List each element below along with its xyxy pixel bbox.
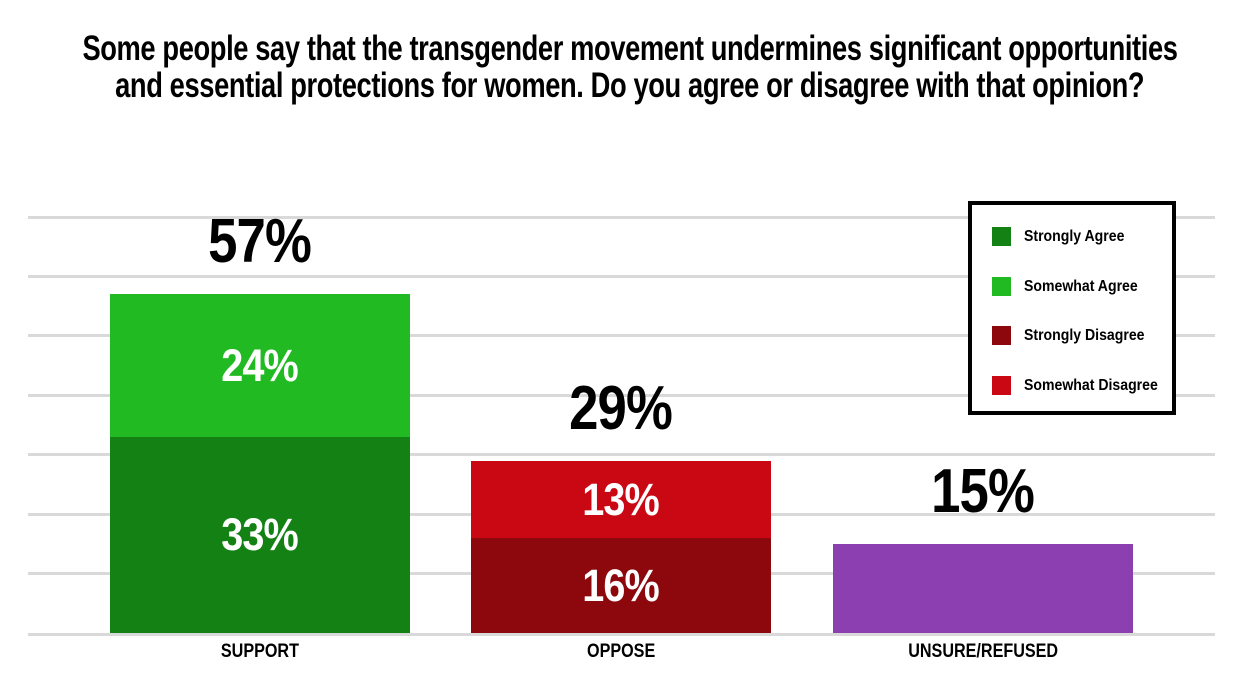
- gridline-50pct: [28, 334, 1215, 338]
- chart-title: Some people say that the transgender mov…: [0, 30, 1260, 104]
- gridline-30pct: [28, 453, 1215, 457]
- chart-title-text-2: and essential protections for women. Do …: [115, 66, 1145, 105]
- legend-swatch-somewhat-disagree: [992, 375, 1011, 395]
- legend-item-label: Strongly Agree: [1024, 228, 1125, 245]
- legend-item-label: Strongly Disagree: [1024, 327, 1145, 345]
- bar-total-value: 15%: [931, 456, 1036, 526]
- bar-total-label: 15%: [833, 456, 1133, 526]
- segment-value-label: 33%: [221, 509, 300, 561]
- legend-item-strongly-agree: Strongly Agree: [972, 227, 1172, 246]
- gridline-70pct: [28, 215, 1215, 219]
- legend-item-somewhat-disagree: Somewhat Disagree: [972, 375, 1172, 395]
- bar-total-value: 29%: [569, 373, 674, 443]
- gridline-60pct: [28, 274, 1215, 278]
- legend: Strongly Agree Somewhat Agree Strongly Dis…: [968, 201, 1176, 415]
- bar-total-value: 57%: [208, 207, 313, 277]
- bar-total-label: 29%: [471, 373, 771, 443]
- legend-swatch-strongly-agree: [992, 227, 1011, 246]
- category-label-unsure-refused: UNSURE/REFUSED: [833, 641, 1133, 663]
- legend-swatch-somewhat-agree: [992, 276, 1011, 296]
- segment-value-label: 24%: [221, 340, 300, 392]
- bar-total-label: 57%: [110, 211, 410, 273]
- category-label-text: OPPOSE: [586, 641, 656, 662]
- legend-swatch-strongly-disagree: [992, 326, 1011, 346]
- legend-item-label: Somewhat Disagree: [1024, 376, 1158, 394]
- bar-segment-strongly-disagree: 16%: [471, 537, 771, 633]
- bar-segment-unsure-refused: [833, 543, 1133, 633]
- chart-title-line-2: and essential protections for women. Do …: [0, 67, 1260, 104]
- category-label-text: UNSURE/REFUSED: [908, 641, 1058, 662]
- category-label-oppose: OPPOSE: [471, 641, 771, 663]
- legend-item-strongly-disagree: Strongly Disagree: [972, 326, 1172, 346]
- bar-support: 33% 24% 57%: [110, 0, 410, 633]
- bar-segment-somewhat-agree: 24%: [110, 294, 410, 437]
- x-axis-baseline: [28, 633, 1215, 636]
- segment-value-label: 16%: [582, 559, 661, 611]
- bar-segment-strongly-agree: 33%: [110, 436, 410, 633]
- legend-item-somewhat-agree: Somewhat Agree: [972, 276, 1172, 296]
- chart-title-text-1: Some people say that the transgender mov…: [82, 29, 1178, 68]
- bar-oppose: 16% 13% 29%: [471, 0, 771, 633]
- gridline-40pct: [28, 393, 1215, 397]
- bar-segment-somewhat-disagree: 13%: [471, 460, 771, 538]
- legend-item-label: Somewhat Agree: [1024, 277, 1138, 295]
- category-label-support: SUPPORT: [110, 641, 410, 663]
- chart-title-line-1: Some people say that the transgender mov…: [0, 30, 1260, 67]
- bar-unsure-refused: 15%: [833, 0, 1133, 633]
- segment-value-label: 13%: [582, 473, 661, 525]
- category-label-text: SUPPORT: [220, 641, 300, 662]
